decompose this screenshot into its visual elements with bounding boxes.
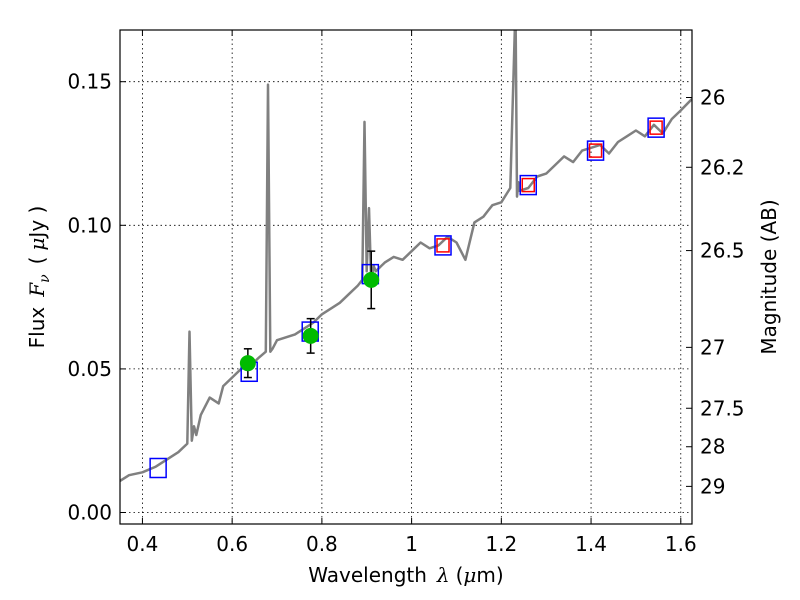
grid xyxy=(120,30,692,524)
y-axis-label: FluxFν(μJy ) xyxy=(25,206,53,349)
photometry-square xyxy=(588,143,603,158)
y-tick-label: 0.05 xyxy=(67,357,112,381)
photometry-square xyxy=(647,117,665,138)
photometry-square xyxy=(521,177,536,193)
y2-tick-label: 27.5 xyxy=(700,396,745,420)
x-tick-label: 0.6 xyxy=(216,532,248,556)
y2-tick-label: 26 xyxy=(700,85,725,109)
photometry-square xyxy=(149,457,167,479)
x-tick-label: 1 xyxy=(405,532,418,556)
measurement-point xyxy=(302,327,319,344)
y2-tick-label: 29 xyxy=(700,474,725,498)
x-tick-label: 0.4 xyxy=(127,532,159,556)
measurement-point xyxy=(239,355,256,372)
plot-frame xyxy=(119,29,693,525)
y2-tick-label: 27 xyxy=(700,335,725,359)
photometry-square xyxy=(436,238,450,253)
y-tick-label: 0.00 xyxy=(67,501,112,525)
y-tick-label: 0.10 xyxy=(67,213,112,237)
photometry-square xyxy=(649,120,663,135)
x-tick-label: 0.8 xyxy=(306,532,338,556)
y-tick-label: 0.15 xyxy=(67,70,112,94)
y2-axis-label: Magnitude (AB) xyxy=(757,199,781,354)
photometry-square xyxy=(519,174,538,196)
x-tick-label: 1.2 xyxy=(485,532,517,556)
series-layer xyxy=(120,30,692,482)
y2-tick-label: 26.2 xyxy=(700,155,745,179)
y2-tick-label: 28 xyxy=(700,435,725,459)
x-axis-label: Wavelength λ (μm) xyxy=(308,563,503,587)
markers-layer xyxy=(149,117,665,479)
photometry-square xyxy=(586,140,605,161)
ticks-layer: 0.4 0.6 0.8 1 1.2 1.4 1.6 0.00 0.05 0.10 0.15 26 26.… xyxy=(67,30,745,556)
x-tick-label: 1.6 xyxy=(665,532,697,556)
spectrum-line xyxy=(120,30,692,482)
y2-tick-label: 26.5 xyxy=(700,239,745,263)
measurement-point xyxy=(363,271,380,288)
photometry-square xyxy=(434,235,452,256)
x-tick-label: 1.4 xyxy=(575,532,607,556)
